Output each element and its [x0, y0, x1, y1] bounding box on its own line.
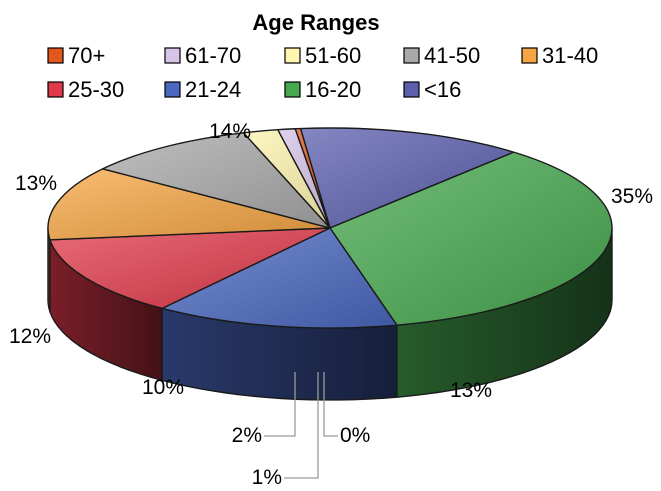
- leader-line-61-70: [284, 372, 319, 479]
- percent-label-70-plus: 0%: [340, 424, 370, 447]
- pie-slice-41-50: [101, 132, 331, 229]
- percent-labels: 13% 35% 14% 13% 12% 10% 2% 1% 0%: [9, 120, 653, 489]
- pie-slice-70-plus: [294, 127, 331, 229]
- legend-swatch-25-30: [47, 81, 64, 98]
- legend-label-41-50: 41-50: [424, 43, 480, 68]
- legend-label-25-30: 25-30: [68, 77, 124, 102]
- legend-label-61-70: 61-70: [185, 43, 241, 68]
- pie-slice-under-16: [299, 127, 515, 229]
- percent-label-61-70: 1%: [252, 466, 282, 489]
- legend-label-21-24: 21-24: [185, 77, 241, 102]
- legend-label-51-60: 51-60: [305, 43, 361, 68]
- percent-label-41-50: 10%: [142, 376, 184, 399]
- legend-swatch-16-20: [284, 81, 301, 98]
- pie-slice-21-24: [161, 227, 398, 329]
- legend-item-51-60: 51-60: [284, 43, 361, 68]
- legend-item-31-40: 31-40: [521, 43, 598, 68]
- pie-slice-25-30: [49, 227, 331, 310]
- leader-lines: [264, 372, 338, 479]
- percent-label-31-40: 12%: [9, 325, 51, 348]
- legend-item-41-50: 41-50: [403, 43, 480, 68]
- legend-label-70-plus: 70+: [68, 43, 105, 68]
- legend-swatch-21-24: [164, 81, 181, 98]
- legend-swatch-41-50: [403, 47, 420, 64]
- chart-title: Age Ranges: [252, 10, 379, 35]
- pie-slice-31-40: [47, 168, 331, 241]
- pie-slice-16-20: [329, 151, 613, 326]
- legend-swatch-51-60: [284, 47, 301, 64]
- legend-swatch-31-40: [521, 47, 538, 64]
- legend-item-70-plus: 70+: [47, 43, 105, 68]
- legend-swatch-under-16: [403, 81, 420, 98]
- percent-label-under-16: 13%: [450, 379, 492, 402]
- legend-item-16-20: 16-20: [284, 77, 361, 102]
- pie-tops: [47, 127, 613, 329]
- leader-line-51-60: [264, 372, 296, 437]
- legend-item-under-16: <16: [403, 77, 461, 102]
- percent-label-16-20: 35%: [611, 185, 653, 208]
- percent-label-21-24: 14%: [209, 120, 251, 143]
- percent-label-25-30: 13%: [15, 172, 57, 195]
- legend-label-31-40: 31-40: [542, 43, 598, 68]
- legend-item-61-70: 61-70: [164, 43, 241, 68]
- leader-line-70-plus: [323, 372, 338, 437]
- legend-item-25-30: 25-30: [47, 77, 124, 102]
- legend-label-16-20: 16-20: [305, 77, 361, 102]
- pie-sides: [47, 227, 613, 401]
- legend-label-under-16: <16: [424, 77, 461, 102]
- legend: 70+ 61-70 51-60 41-50 31-40 25-30 21-24 16-20 <1…: [47, 43, 598, 102]
- percent-label-51-60: 2%: [232, 424, 262, 447]
- legend-swatch-70-plus: [47, 47, 64, 64]
- legend-item-21-24: 21-24: [164, 77, 241, 102]
- legend-swatch-61-70: [164, 47, 181, 64]
